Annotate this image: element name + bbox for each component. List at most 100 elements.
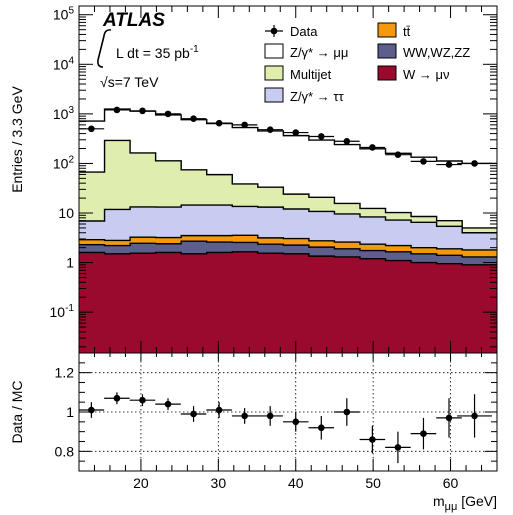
legend-swatch-5	[377, 65, 397, 81]
legend-label-3: WW,WZ,ZZ	[403, 45, 470, 60]
lumi-label: L dt = 35 pb-1	[116, 44, 199, 61]
ratio-point-10	[343, 408, 351, 416]
y-tick-label-4: 103	[53, 105, 75, 122]
y-tick-mantissa-1: 1	[66, 255, 74, 271]
energy-text: s=7 TeV	[108, 74, 159, 90]
legend-swatch-3	[377, 43, 397, 59]
data-point-9	[317, 133, 325, 140]
x-tick-label-1: 30	[211, 475, 227, 491]
y-tick-label-6: 105	[53, 6, 75, 23]
ratio-panel: 0.8 1 1.2 20 30 40 50 60 Data / MC mμμ [GeV]	[9, 352, 498, 513]
data-point-6	[241, 121, 248, 129]
y-tick-mantissa-2: 10	[58, 205, 74, 221]
y-tick-exponent-3: 2	[68, 154, 74, 165]
x-tick-label-2: 40	[288, 475, 304, 491]
legend-swatch-4	[264, 65, 284, 81]
y-tick-label-3: 102	[53, 154, 75, 171]
ratio-point-8	[292, 418, 300, 426]
stack-bar-0-0	[79, 252, 105, 353]
stack-outline-3	[79, 204, 497, 234]
stack-outline-5	[79, 108, 497, 165]
data-point-1	[113, 106, 121, 114]
data-point-10	[343, 137, 351, 145]
data-point-5	[215, 119, 223, 127]
y-tick-mantissa-0: 10	[50, 304, 66, 320]
data-point-7	[266, 126, 274, 133]
y-axis-title: Entries / 3.3 GeV	[9, 86, 25, 193]
data-point-11	[369, 144, 376, 151]
stack-bar-0-1	[104, 253, 131, 353]
legend-label-5: W → μν	[403, 67, 449, 82]
ratio-point-14	[445, 414, 453, 422]
stack-bar-0-15	[462, 264, 498, 353]
stack-bar-0-5	[206, 252, 233, 353]
ratio-point-6	[241, 412, 248, 420]
x-axis-title-sub: μμ	[445, 501, 458, 513]
x-axis-title: mμμ [GeV]	[433, 493, 497, 513]
lumi-text: L dt = 35 pb	[116, 45, 190, 61]
stack-outline-4	[79, 139, 497, 229]
y-tick-label-2: 10	[58, 205, 74, 221]
data-point-13	[420, 158, 427, 165]
stack-bar-0-10	[334, 256, 361, 353]
stack-outline-0	[79, 251, 497, 266]
data-point-15	[471, 160, 478, 167]
ratio-point-4	[190, 410, 197, 418]
x-axis-title-unit: [GeV]	[457, 493, 497, 509]
stack-bar-0-11	[359, 258, 386, 353]
ratio-y-tick-label-1: 1	[66, 404, 74, 420]
integral-icon	[97, 29, 112, 68]
y-tick-mantissa-4: 10	[53, 106, 69, 122]
ratio-point-7	[266, 412, 274, 420]
legend-label-6: Z/γ* → ττ	[290, 89, 344, 104]
ratio-point-9	[317, 424, 325, 432]
y-tick-exponent-0: -1	[65, 303, 74, 314]
x-tick-label-0: 20	[133, 475, 149, 491]
data-point-8	[292, 129, 300, 136]
atlas-annotation: ATLAS L dt = 35 pb-1 √s=7 TeV	[97, 10, 199, 90]
y-tick-exponent-6: 5	[68, 6, 74, 17]
stack-bar-0-14	[436, 263, 463, 353]
ratio-point-11	[369, 436, 376, 443]
stack-bar-0-4	[181, 253, 208, 353]
ratio-y-tick-label-0: 0.8	[55, 443, 75, 459]
legend-swatch-6	[264, 87, 284, 103]
y-tick-exponent-4: 3	[68, 105, 74, 116]
y-tick-label-1: 1	[66, 255, 74, 271]
x-axis-title-var: m	[433, 493, 445, 509]
ratio-point-1	[113, 394, 121, 402]
data-point-3	[164, 110, 172, 118]
y-tick-mantissa-6: 10	[53, 7, 69, 23]
data-point-2	[139, 107, 146, 115]
y-tick-label-5: 104	[53, 55, 75, 72]
legend-swatch-2	[264, 43, 284, 59]
legend: Data tt̄ Z/γ* → μμ WW,WZ,ZZ Multijet W → μν Z/…	[264, 22, 470, 104]
legend-label-2: Z/γ* → μμ	[290, 45, 348, 60]
stack-bar-0-3	[155, 252, 182, 353]
x-tick-label-4: 60	[443, 475, 459, 491]
ratio-y-tick-label-2: 1.2	[55, 365, 75, 381]
ratio-point-5	[215, 406, 223, 414]
stack-bar-0-9	[308, 256, 335, 353]
ratio-y-axis-title: Data / MC	[9, 380, 25, 443]
atlas-label: ATLAS	[102, 10, 165, 31]
y-tick-exponent-5: 4	[68, 55, 74, 66]
stack-bar-0-7	[257, 253, 284, 353]
y-tick-mantissa-3: 10	[53, 155, 69, 171]
data-point-0	[88, 125, 95, 133]
legend-label-0: Data	[290, 24, 318, 39]
ratio-point-2	[139, 396, 146, 404]
data-point-12	[394, 151, 402, 159]
x-tick-label-3: 50	[365, 475, 381, 491]
stack-outline-1	[79, 240, 497, 258]
stack-bar-0-8	[283, 253, 310, 353]
stack-bar-0-2	[130, 253, 157, 353]
lumi-exp: -1	[190, 44, 199, 55]
stack-outline-2	[79, 234, 497, 251]
ratio-point-12	[394, 444, 402, 451]
legend-marker-dot	[270, 27, 278, 35]
ratio-point-13	[420, 430, 427, 437]
data-point-4	[190, 115, 197, 122]
